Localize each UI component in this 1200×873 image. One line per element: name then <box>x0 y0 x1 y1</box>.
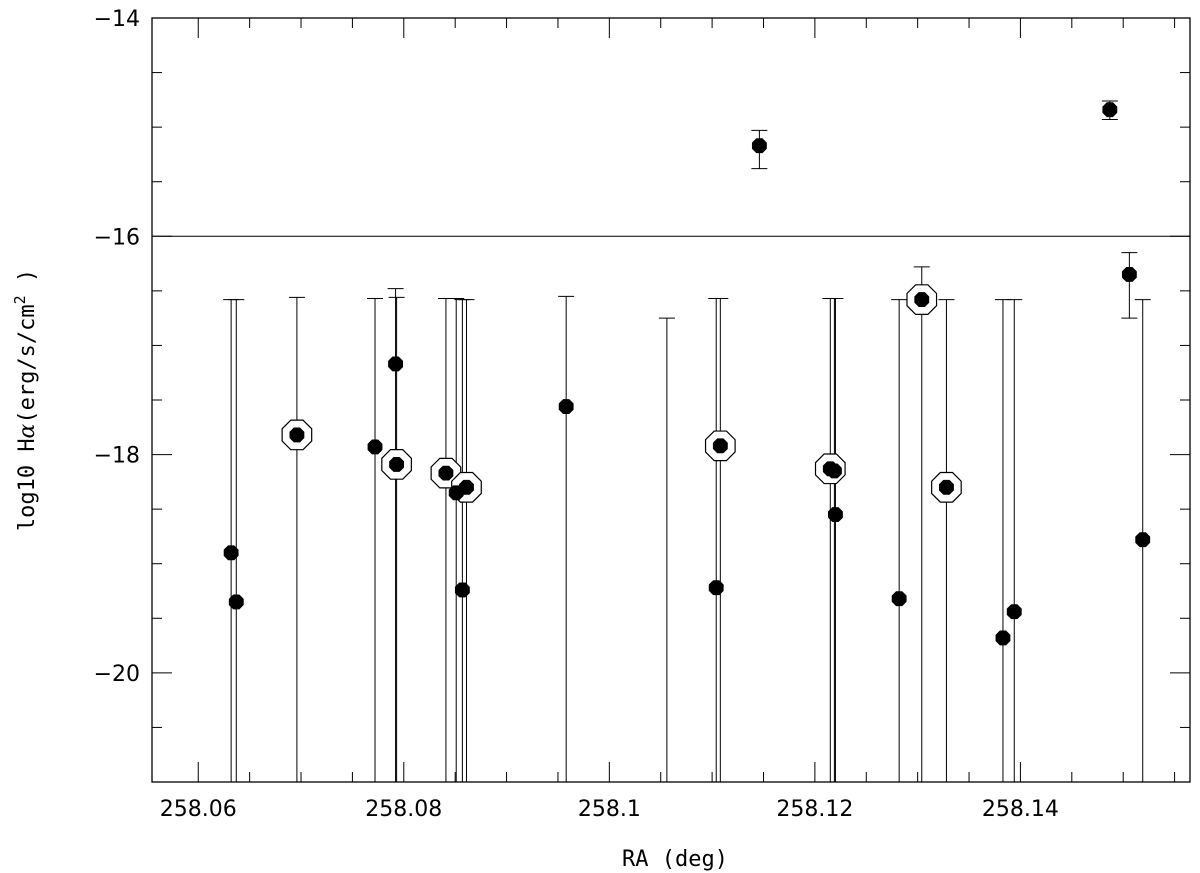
data-point <box>459 479 474 495</box>
data-points <box>223 102 1151 646</box>
x-tick-label: 258.06 <box>160 797 237 822</box>
data-point <box>1135 532 1151 548</box>
data-point <box>223 545 239 561</box>
x-tick-label: 258.08 <box>365 797 442 822</box>
data-point <box>708 580 724 596</box>
x-tick-label: 258.1 <box>578 797 641 822</box>
data-point <box>289 427 305 443</box>
axis-ticks <box>152 17 1190 783</box>
error-bars <box>223 100 1151 782</box>
highlight-rings <box>281 284 962 503</box>
data-point <box>1006 604 1022 620</box>
y-tick-label: −20 <box>94 662 140 687</box>
y-axis-label-unit: (erg/s/cm <box>15 304 40 423</box>
data-point <box>388 356 403 372</box>
plot-frame <box>151 17 1191 783</box>
y-axis-label-suffix: ) <box>15 269 40 296</box>
y-axis-label-alpha: α <box>15 423 40 438</box>
y-tick-label: −14 <box>94 7 140 32</box>
data-point <box>454 582 470 598</box>
y-axis-label-prefix: log10 H <box>15 438 40 531</box>
tick-labels: 258.06 258.08 258.1 258.12 258.14 −20 −18 −16 −1… <box>94 7 1059 822</box>
x-tick-label: 258.14 <box>982 797 1059 822</box>
data-point <box>891 591 907 607</box>
data-point <box>1121 267 1137 282</box>
data-point <box>228 594 244 610</box>
y-tick-label: −18 <box>94 444 140 469</box>
plot-border <box>151 17 1191 783</box>
data-point <box>828 507 843 523</box>
data-point <box>712 438 728 454</box>
data-point <box>751 138 767 154</box>
x-tick-label: 258.12 <box>776 797 853 822</box>
data-point <box>438 465 454 481</box>
data-point <box>995 630 1011 646</box>
data-point <box>826 463 842 479</box>
y-axis-label: log10 Hα(erg/s/cm2 ) <box>11 269 40 531</box>
y-tick-label: −16 <box>94 225 140 250</box>
data-point <box>1102 102 1118 118</box>
data-point <box>389 456 405 472</box>
data-point <box>939 479 954 495</box>
data-point <box>558 399 574 414</box>
x-axis-label: RA (deg) <box>622 847 728 872</box>
data-point <box>914 292 930 308</box>
data-point <box>367 439 383 455</box>
y-axis-label-superscript: 2 <box>11 295 29 304</box>
